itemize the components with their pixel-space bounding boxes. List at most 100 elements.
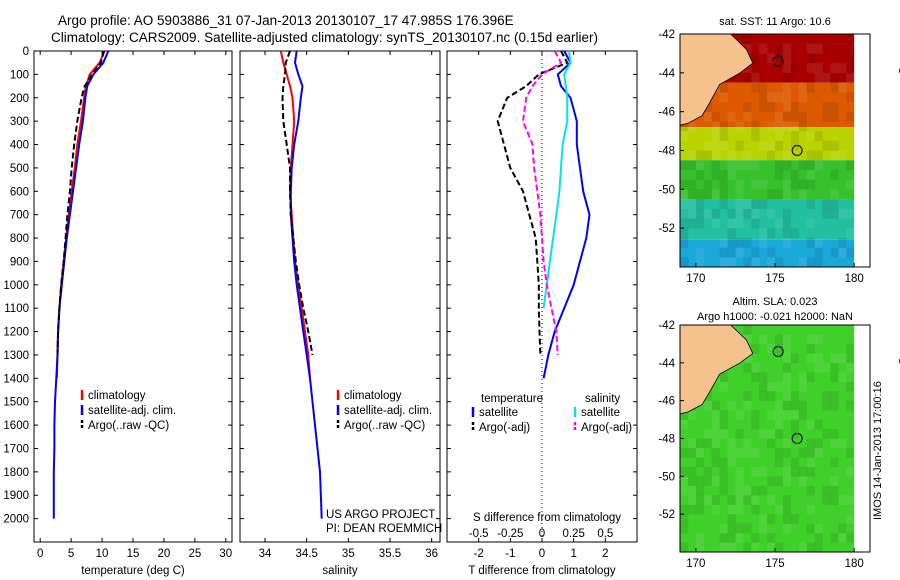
sst_map-texture-cell — [727, 247, 736, 258]
sst_map-texture-cell — [806, 160, 815, 171]
sla_map-texture-cell — [727, 514, 736, 524]
sst_map-texture-cell — [790, 131, 800, 142]
sst_map-texture-cell — [719, 169, 728, 180]
sla_map-texture-cell — [846, 514, 855, 524]
sla_map-texture-cell — [687, 485, 697, 496]
sst_map-texture-cell — [735, 247, 744, 258]
sst_map-texture-cell — [782, 228, 792, 239]
sla_map-texture-cell — [695, 485, 705, 496]
sst_map-color-band — [680, 199, 855, 240]
sla_map-texture-cell — [822, 429, 831, 439]
sst_map-texture-cell — [790, 169, 800, 180]
difference-legend-label: satellite — [479, 407, 518, 419]
sla_map-argo-position — [791, 433, 803, 444]
sla_map-texture-cell — [751, 542, 760, 553]
sst_map-texture-cell — [822, 208, 831, 219]
sst_map-texture-cell — [806, 169, 815, 180]
sst_map-texture-cell — [719, 199, 728, 210]
sst_map-texture-cell — [719, 237, 728, 248]
sla_map-texture-cell — [822, 485, 831, 496]
sst_map-texture-cell — [743, 199, 752, 210]
sla_map-texture-cell — [814, 334, 823, 345]
sst_map-texture-cell — [822, 140, 831, 151]
sla_map-texture-cell — [735, 447, 744, 458]
sst_map-land-mass — [679, 33, 754, 126]
sla_map-texture-cell — [814, 523, 823, 534]
sla_map-texture-cell — [703, 476, 712, 487]
sla_map-texture-cell — [775, 381, 784, 392]
sst_map-texture-cell — [838, 82, 847, 93]
sla_map-texture-cell — [846, 400, 855, 411]
salinity-xtick-label: 35 — [342, 548, 355, 560]
sst_map-texture-cell — [743, 160, 752, 171]
salinity-xtick-label: 35.5 — [379, 548, 401, 560]
sla_map-texture-cell — [775, 334, 784, 345]
sst_map-texture-cell — [767, 247, 776, 258]
sst_map-texture-cell — [703, 140, 712, 151]
sla_map-texture-cell — [822, 362, 831, 373]
sst_map-texture-cell — [775, 43, 784, 54]
sst_map-xtick-label: 175 — [765, 273, 784, 285]
sla_map-texture-cell — [782, 476, 792, 487]
sst_map-texture-cell — [703, 150, 712, 161]
sst_map-texture-cell — [846, 247, 855, 258]
sla_map-texture-cell — [806, 334, 815, 345]
depth-tick-label: 0 — [23, 46, 29, 58]
sla_map-ytick-label: -46 — [658, 396, 675, 408]
sla_map-texture-cell — [743, 523, 752, 534]
sst_map-texture-cell — [822, 199, 831, 210]
sla_map-texture-cell — [751, 485, 760, 496]
difference-legend-label: satellite — [581, 407, 620, 419]
sla_map-texture-cell — [751, 372, 760, 383]
sla_map-texture-cell — [680, 514, 689, 524]
sla_map-texture-cell — [743, 438, 752, 449]
sla_map-texture-cell — [743, 495, 752, 506]
sla_map-texture-cell — [798, 372, 807, 383]
sst_map-texture-cell — [782, 111, 792, 122]
sst_map-texture-cell — [775, 169, 784, 180]
sla_map-texture-cell — [775, 457, 784, 468]
sla_map-texture-cell — [719, 485, 728, 496]
sst_map-texture-cell — [751, 72, 760, 83]
sst_map-texture-cell — [680, 228, 689, 239]
sla_map-texture-cell — [759, 514, 768, 524]
sst_map-texture-cell — [798, 111, 807, 122]
sla_map-texture-cell — [735, 533, 744, 543]
sla_map-texture-cell — [767, 343, 776, 354]
sla_map-texture-cell — [711, 504, 720, 515]
sla_map-texture-cell — [759, 429, 768, 439]
sst_map-texture-cell — [846, 53, 855, 64]
sst_map-texture-cell — [743, 257, 752, 268]
sst_map-texture-cell — [719, 189, 728, 200]
sst_map-texture-cell — [719, 257, 728, 268]
sla_map-texture-cell — [782, 362, 792, 373]
sst_map-texture-cell — [743, 150, 752, 161]
sla_map-xtick-label: 180 — [845, 558, 864, 570]
sst_map-texture-cell — [743, 237, 752, 248]
salinity-xtick-label: 34.5 — [295, 548, 317, 560]
sst_map-texture-cell — [727, 228, 736, 239]
sla_map-texture-cell — [687, 438, 697, 449]
sla_map-texture-cell — [838, 523, 847, 534]
depth-tick-label: 1100 — [4, 303, 29, 315]
temperature-xtick-label: 30 — [219, 548, 232, 560]
depth-tick-label: 800 — [10, 233, 29, 245]
sst_map-texture-cell — [798, 121, 807, 132]
sla_map-texture-cell — [743, 362, 752, 373]
sla_map-texture-cell — [687, 476, 697, 487]
sst_map-texture-cell — [775, 111, 784, 122]
sst_map-texture-cell — [695, 218, 705, 229]
project-pi: PI: DEAN ROEMMICH — [326, 523, 442, 535]
sla_map-texture-cell — [798, 466, 807, 477]
sst_map-texture-cell — [727, 237, 736, 248]
sla_map-texture-cell — [759, 523, 768, 534]
sst_map-texture-cell — [680, 218, 689, 229]
depth-tick-label: 500 — [10, 163, 29, 175]
sla_map-texture-cell — [846, 353, 855, 364]
sla_map-xtick-label: 175 — [765, 558, 784, 570]
sst_map-ytick-label: -44 — [658, 68, 675, 80]
sst_map-texture-cell — [695, 189, 705, 200]
sla_map-texture-cell — [782, 495, 792, 506]
sst_map-texture-cell — [743, 63, 752, 74]
difference-series-cyan — [542, 50, 572, 309]
